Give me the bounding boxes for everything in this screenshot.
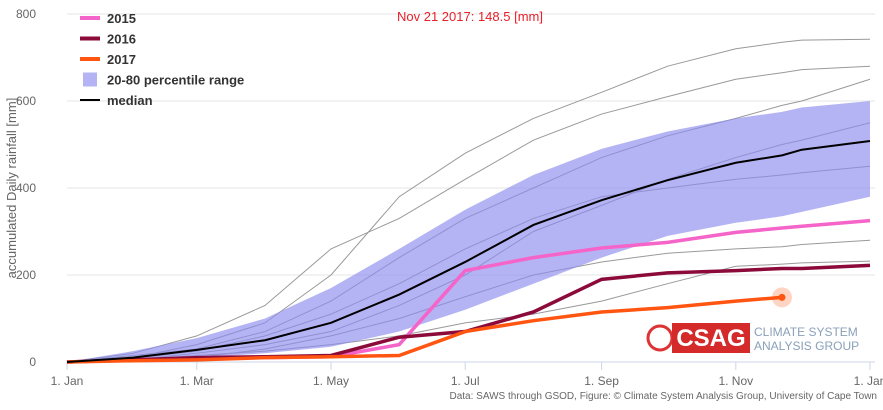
legend-label: 2017 — [107, 52, 136, 67]
logo-line: CLIMATE SYSTEM — [754, 325, 858, 339]
y-tick-label: 200 — [16, 268, 36, 282]
x-tick-label: 1. Sep — [584, 374, 619, 388]
legend-label: median — [107, 93, 153, 108]
x-tick-label: 1. Nov — [718, 374, 753, 388]
year-line — [66, 65, 871, 363]
annotation: Nov 21 2017: 148.5 [mm] — [397, 9, 543, 24]
credits: Data: SAWS through GSOD, Figure: © Clima… — [449, 391, 877, 402]
percentile-band — [67, 101, 870, 362]
logo-line: ANALYSIS GROUP — [754, 339, 859, 353]
plot: 0 200 400 600 800 1. Jan 1. Mar 1. May 1. Jul 1. … — [16, 7, 883, 388]
series-line — [66, 263, 871, 364]
legend-label: 2016 — [107, 32, 136, 47]
logo: CSAG CLIMATE SYSTEM ANALYSIS GROUP — [646, 323, 859, 353]
legend-label: 20-80 percentile range — [107, 73, 244, 88]
x-tick-label: 1. Jul — [451, 374, 480, 388]
x-tick-label: 1. May — [313, 374, 349, 388]
y-tick-label: 0 — [29, 355, 36, 369]
y-tick-label: 400 — [16, 181, 36, 195]
y-tick-label: 800 — [16, 7, 36, 21]
series-line — [66, 140, 871, 363]
logo-box — [672, 323, 750, 353]
y-tick-label: 600 — [16, 94, 36, 108]
logo-text: CSAG — [676, 325, 745, 352]
legend-label: 2015 — [107, 11, 136, 26]
x-tick-label: 1. Mar — [180, 374, 214, 388]
x-tick-label: 1. Jan — [51, 374, 84, 388]
series-line — [66, 295, 783, 364]
y-axis-label: accumulated Daily rainfall [mm] — [4, 98, 19, 279]
marker — [778, 293, 786, 301]
legend-swatch — [83, 72, 97, 87]
logo-icon — [646, 324, 674, 352]
x-tick-label: 1. Jan — [854, 374, 883, 388]
